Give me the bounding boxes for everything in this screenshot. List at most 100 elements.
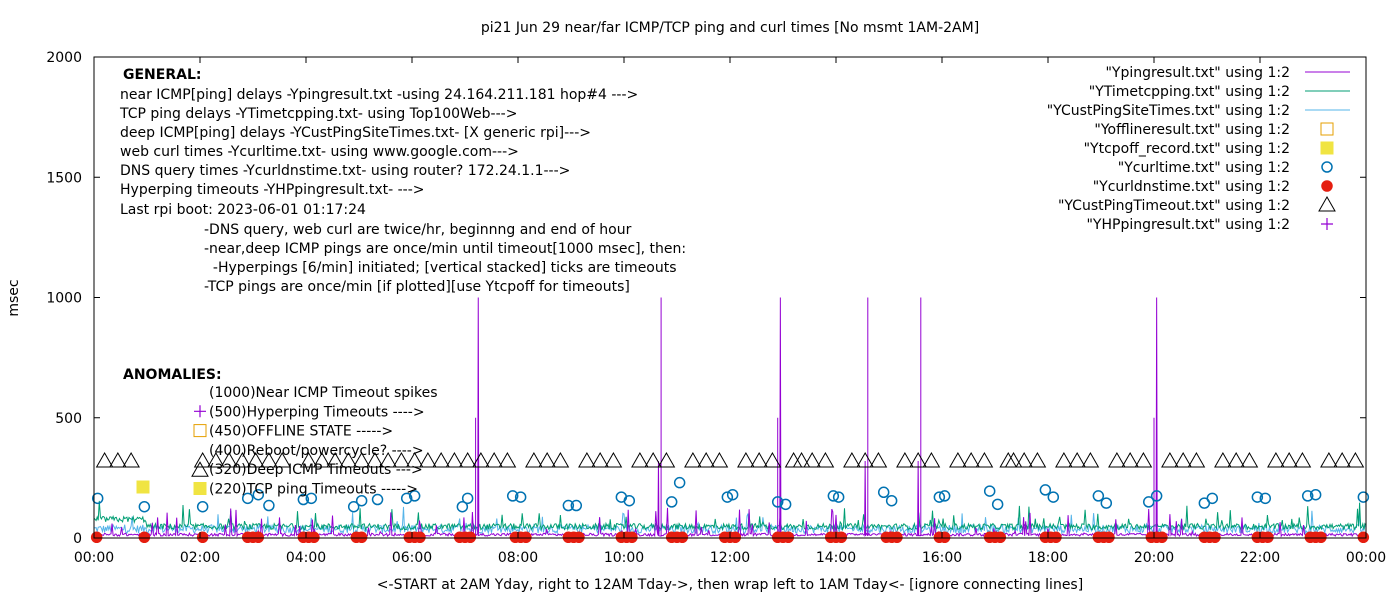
- deep-icmp-timeout-point: [644, 452, 663, 468]
- dns-time-point: [626, 531, 638, 544]
- curl-time-point: [938, 490, 951, 502]
- legend-open-square-icon: [1320, 122, 1334, 136]
- curl-time-point: [91, 492, 104, 505]
- deep-icmp-timeout-point: [737, 452, 755, 468]
- x-axis-label: <-START at 2AM Yday, right to 12AM Tday-…: [377, 577, 1083, 593]
- dns-time-point: [994, 531, 1007, 544]
- deep-icmp-timeout-point: [750, 452, 769, 468]
- deep-icmp-timeout-point: [922, 452, 941, 468]
- curl-time-point: [991, 498, 1004, 511]
- legend-label: "Yofflineresult.txt" using 1:2: [1094, 122, 1290, 138]
- deep-icmp-timeout-point: [1214, 452, 1232, 468]
- axis-ticks: 00:00 02:00 04:00 06:00 08:00 10:00 12:00 14:00…: [46, 50, 1386, 566]
- dns-time-point: [782, 531, 795, 544]
- anomalies-heading: ANOMALIES:: [123, 367, 222, 383]
- deep-icmp-timeout-point: [498, 452, 517, 468]
- dns-time-point: [891, 531, 903, 544]
- anomaly-line: (500)Hyperping Timeouts ---->: [209, 404, 425, 420]
- legend: "Ypingresult.txt" using 1:2 "YTimetcpping…: [1047, 65, 1350, 233]
- deep-icmp-timeout-point: [260, 452, 278, 468]
- dns-time-point: [573, 531, 585, 544]
- deep-icmp-timeout-point: [1161, 452, 1179, 468]
- deep-icmp-timeout-point: [792, 452, 811, 468]
- deep-icmp-timeout-point: [949, 452, 967, 468]
- general-note-line: web curl times -Ycurltime.txt- using www…: [120, 144, 519, 160]
- legend-label: "YCustPingTimeout.txt" using 1:2: [1058, 198, 1290, 214]
- deep-icmp-timeout-point: [896, 452, 914, 468]
- curl-time-point: [138, 500, 151, 513]
- deep-icmp-timeout-point: [784, 452, 803, 468]
- general-note-line: deep ICMP[ping] delays -YCustPingSiteTim…: [120, 125, 591, 141]
- curl-time-point: [779, 498, 792, 511]
- annotation-notes: GENERAL: near ICMP[ping] delays -Ypingres…: [119, 67, 686, 498]
- deep-icmp-timeout-point: [1108, 452, 1126, 468]
- dns-time-point: [729, 531, 742, 544]
- curl-time-point: [832, 491, 845, 503]
- x-tick-label: 08:00: [498, 550, 538, 566]
- curl-time-point: [305, 492, 318, 505]
- x-tick-label: 04:00: [286, 550, 326, 566]
- curl-time-point: [297, 493, 310, 506]
- general-note-line: Hyperping timeouts -YHPpingresult.txt- -…: [120, 182, 425, 198]
- anomaly-plus-icon: [194, 405, 206, 418]
- curl-time-point: [1142, 496, 1155, 508]
- dns-time-point: [1315, 531, 1327, 544]
- deep-icmp-timeout-point: [405, 452, 424, 468]
- deep-icmp-timeout-point: [1134, 452, 1153, 468]
- deep-icmp-timeout-point: [485, 452, 504, 468]
- deep-icmp-timeout-point: [1068, 452, 1087, 468]
- x-tick-label: 10:00: [604, 550, 644, 566]
- legend-filled-circle-icon: [1321, 180, 1333, 192]
- x-tick-label: 12:00: [710, 550, 750, 566]
- curl-time-point: [983, 485, 996, 497]
- deep-icmp-timeout-point: [975, 452, 994, 468]
- curl-time-point: [1309, 488, 1322, 501]
- anomaly-open-square-icon: [193, 424, 207, 438]
- legend-triangle-icon: [1318, 195, 1336, 212]
- dns-time-point: [90, 531, 103, 544]
- chart-title: pi21 Jun 29 near/far ICMP/TCP ping and c…: [481, 20, 979, 36]
- deep-icmp-timeout-point: [631, 452, 649, 468]
- deep-icmp-timeout-point: [108, 452, 127, 468]
- curl-time-point: [1047, 491, 1060, 503]
- curl-time-point: [1206, 492, 1219, 505]
- curl-time-point: [1301, 490, 1314, 502]
- deep-icmp-timeout-point: [1227, 452, 1246, 468]
- dns-time-point: [835, 531, 848, 544]
- curl-time-point: [726, 488, 739, 501]
- curl-time-point: [665, 496, 678, 508]
- curl-time-point: [1259, 492, 1272, 505]
- curl-time-point: [241, 492, 254, 505]
- deep-icmp-timeout-point: [856, 452, 875, 468]
- dns-time-point: [252, 531, 265, 544]
- dns-time-point: [1050, 531, 1062, 544]
- dns-time-point: [938, 531, 951, 544]
- x-tick-label: 14:00: [816, 550, 856, 566]
- deep-icmp-timeout-point: [710, 452, 729, 468]
- deep-icmp-timeout-point: [1081, 452, 1100, 468]
- deep-icmp-timeout-point: [684, 452, 702, 468]
- dns-time-point: [1262, 531, 1274, 544]
- deep-icmp-timeout-point: [1267, 452, 1285, 468]
- anomaly-line: (450)OFFLINE STATE ----->: [209, 424, 393, 440]
- anomaly-line: (400)Reboot/powercycle? ---->: [209, 443, 424, 459]
- curl-time-point: [771, 496, 784, 508]
- dns-time-point: [1156, 531, 1168, 544]
- curl-time-point: [1357, 491, 1370, 503]
- deep-icmp-timeout-point: [1004, 452, 1023, 468]
- general-note-line: -DNS query, web curl are twice/hr, begin…: [204, 222, 632, 238]
- deep-icmp-timeout-point: [1346, 452, 1365, 468]
- y-tick-label: 1500: [46, 170, 82, 186]
- legend-label: "YTimetcpping.txt" using 1:2: [1089, 84, 1290, 100]
- general-note-line: near ICMP[ping] delays -Ypingresult.txt …: [120, 87, 638, 103]
- deep-icmp-timeout-point: [220, 452, 239, 468]
- general-note-line: DNS query times -Ycurldnstime.txt- using…: [120, 163, 570, 179]
- curl-time-point: [347, 500, 360, 513]
- legend-label: "Ycurldnstime.txt" using 1:2: [1093, 179, 1290, 195]
- deep-icmp-timeout-point: [909, 452, 928, 468]
- dns-time-point: [1103, 531, 1115, 544]
- curl-time-point: [562, 499, 575, 512]
- deep-icmp-timeout-point: [1055, 452, 1073, 468]
- deep-icmp-timeout-point: [445, 452, 464, 468]
- deep-icmp-timeout-point: [578, 452, 596, 468]
